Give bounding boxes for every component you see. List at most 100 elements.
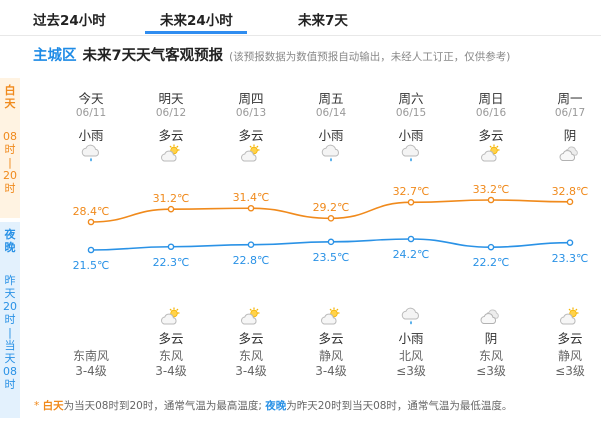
- night-weather: 小雨: [398, 331, 424, 346]
- low-temp-label: 22.3℃: [152, 255, 190, 269]
- day-weather: 多云: [158, 128, 184, 143]
- day-name: 周一: [557, 91, 583, 106]
- wind-level: 3-4级: [75, 364, 107, 378]
- day-weather: 小雨: [318, 128, 344, 143]
- high-temp-point: [87, 218, 95, 226]
- footer-day-keyword: 白天: [42, 400, 64, 412]
- night-weather: 阴: [484, 331, 498, 346]
- day-label: 白天: [4, 84, 16, 110]
- wind-level: 3-4级: [155, 364, 187, 378]
- partly-cloudy-icon: [480, 143, 502, 165]
- partly-cloudy-icon: [160, 143, 182, 165]
- day-date: 06/16: [475, 107, 507, 119]
- light-rain-icon: [80, 143, 102, 165]
- partly-cloudy-icon: [559, 306, 581, 328]
- day-name: 明天: [158, 91, 184, 106]
- high-temp-point: [327, 215, 335, 222]
- low-temp-label: 22.8℃: [232, 253, 270, 267]
- tab-next-7-days[interactable]: 未来7天: [298, 13, 348, 29]
- night-weather: 多云: [318, 331, 344, 346]
- high-temp-label: 31.2℃: [152, 192, 190, 206]
- page-title: 未来7天天气客观预报: [82, 48, 224, 64]
- wind-level: 3-4级: [235, 364, 267, 378]
- overcast-icon: [480, 306, 502, 328]
- low-temp-point: [407, 235, 415, 243]
- high-temp-label: 33.2℃: [472, 183, 510, 196]
- high-temp-label: 31.4℃: [232, 191, 270, 205]
- partly-cloudy-icon: [240, 306, 262, 328]
- high-temp-point: [407, 198, 415, 206]
- tab-bar: 过去24小时 未来24小时 未来7天: [0, 0, 601, 36]
- low-temp-point: [167, 243, 175, 251]
- high-temp-point: [566, 198, 574, 206]
- day-date: 06/15: [395, 107, 427, 119]
- wind-direction: 东风: [158, 349, 183, 363]
- low-temp-point: [327, 238, 335, 246]
- day-weather: 多云: [478, 128, 504, 143]
- night-time-range: 昨天 20 时 | 当天 08 时: [3, 274, 17, 391]
- low-temp-point: [87, 246, 95, 254]
- wind-level: ≤3级: [476, 364, 506, 378]
- footer-day-text: 为当天08时到20时，通常气温为最高温度;: [63, 400, 262, 412]
- wind-direction: 东风: [238, 349, 263, 363]
- low-temp-point: [247, 241, 255, 249]
- wind-direction: 静风: [318, 349, 343, 363]
- footer-night-text: 为昨天20时到当天08时，通常气温为最低温度。: [286, 400, 513, 412]
- high-temp-point: [167, 205, 175, 213]
- day-name: 周六: [398, 91, 424, 106]
- night-weather: 多云: [158, 331, 184, 346]
- night-weather: 多云: [557, 331, 583, 346]
- tab-past-24h[interactable]: 过去24小时: [33, 13, 106, 29]
- high-temp-point: [487, 196, 495, 204]
- day-date: 06/12: [155, 107, 187, 119]
- day-date: 06/13: [235, 107, 267, 119]
- low-temp-point: [566, 239, 574, 246]
- day-weather: 多云: [238, 128, 264, 143]
- wind-level: ≤3级: [396, 364, 426, 378]
- tab-next-24h[interactable]: 未来24小时: [160, 13, 233, 29]
- partly-cloudy-icon: [160, 306, 182, 328]
- low-temp-label: 23.5℃: [312, 250, 350, 264]
- day-name: 今天: [78, 91, 104, 106]
- day-date: 06/17: [554, 107, 586, 119]
- footer-note: * 白天为当天08时到20时，通常气温为最高温度; 夜晚为昨天20时到当天08时…: [34, 398, 512, 413]
- wind-direction: 东南风: [72, 349, 109, 363]
- wind-direction: 北风: [398, 349, 423, 363]
- light-rain-icon: [320, 143, 342, 165]
- low-temp-label: 21.5℃: [72, 259, 110, 272]
- overcast-icon: [559, 143, 581, 165]
- footnote-star: *: [34, 400, 40, 412]
- partly-cloudy-icon: [320, 306, 342, 328]
- wind-direction: 东风: [478, 349, 503, 363]
- day-date: 06/14: [315, 107, 347, 119]
- day-time-range: 08 时 | 20 时: [3, 130, 17, 195]
- day-weather: 小雨: [78, 128, 104, 143]
- day-name: 周五: [318, 91, 344, 106]
- day-date: 06/11: [75, 107, 107, 119]
- day-weather: 阴: [563, 128, 577, 143]
- disclaimer-note: (该预报数据为数值预报自动输出，未经人工订正，仅供参考): [229, 51, 511, 63]
- wind-direction: 静风: [557, 349, 582, 363]
- wind-level: 3-4级: [315, 364, 347, 378]
- light-rain-icon: [400, 143, 422, 165]
- partly-cloudy-icon: [240, 143, 262, 165]
- low-temp-label: 24.2℃: [392, 248, 430, 261]
- low-temp-point: [487, 243, 495, 251]
- low-temp-label: 22.2℃: [472, 256, 510, 270]
- forecast-title: 主城区 未来7天天气客观预报 (该预报数据为数值预报自动输出，未经人工订正，仅供参考…: [33, 44, 510, 64]
- low-temp-label: 23.3℃: [551, 251, 589, 265]
- wind-level: ≤3级: [555, 364, 585, 378]
- district-name: 主城区: [33, 48, 77, 64]
- light-rain-icon: [400, 306, 422, 328]
- night-label: 夜晚: [4, 228, 16, 254]
- high-temp-label: 32.8℃: [551, 184, 589, 198]
- high-temp-label: 28.4℃: [72, 205, 110, 218]
- active-tab-indicator: [145, 31, 247, 34]
- night-period-label: 夜晚 昨天 20 时 | 当天 08 时: [0, 222, 20, 418]
- day-period-label: 白天 08 时 | 20 时: [0, 78, 20, 218]
- day-name: 周四: [238, 91, 264, 106]
- night-weather: 多云: [238, 331, 264, 346]
- high-temp-label: 32.7℃: [392, 185, 430, 199]
- footer-night-keyword: 夜晚: [265, 400, 287, 412]
